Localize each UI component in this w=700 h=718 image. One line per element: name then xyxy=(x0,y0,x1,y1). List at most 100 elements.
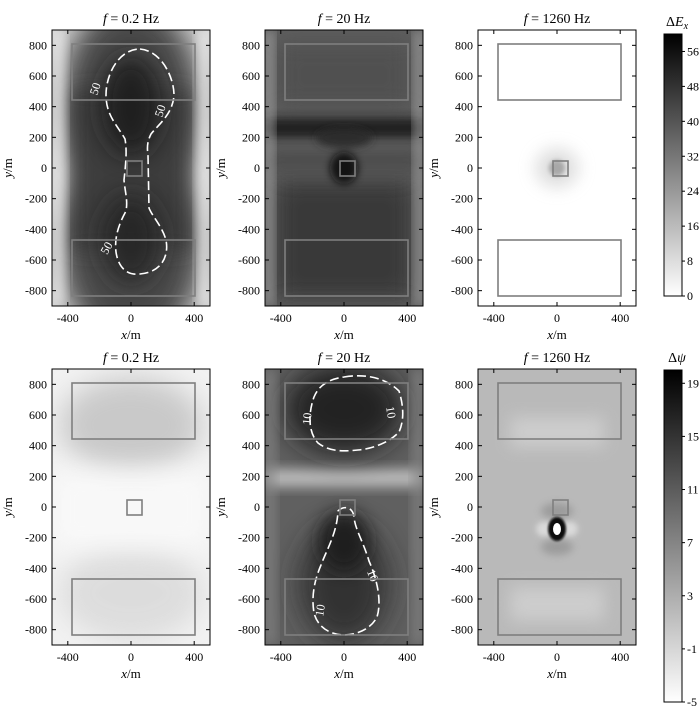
panel-title: f = 1260 Hz xyxy=(524,12,591,27)
x-axis-label: x/m xyxy=(333,666,354,681)
heatmap-shade xyxy=(101,55,161,155)
y-axis-label: y/m xyxy=(426,497,441,519)
y-tick-label: -800 xyxy=(451,623,473,637)
y-tick-label: 0 xyxy=(467,161,473,175)
colorbar-gradient xyxy=(663,369,683,703)
y-tick-label: -600 xyxy=(25,592,47,606)
y-tick-label: 600 xyxy=(242,69,260,83)
y-tick-label: 600 xyxy=(455,408,473,422)
heatmap-shade xyxy=(284,369,404,454)
panel-bottom-left: 800 600 400 200 0 -200 -400 -600 -800 -400 0 400 x/m… xyxy=(0,351,211,681)
colorbar-label: ΔEx xyxy=(666,15,689,32)
y-tick-label: -600 xyxy=(238,592,260,606)
heatmap-shade xyxy=(265,469,423,487)
y-tick-label: 400 xyxy=(242,439,260,453)
body-outline xyxy=(284,43,409,101)
panel-title: f = 1260 Hz xyxy=(524,351,591,366)
x-axis-label: x/m xyxy=(120,666,141,681)
y-tick-label: -400 xyxy=(238,561,260,575)
source-outline xyxy=(552,160,569,177)
contour-label: 10 xyxy=(300,412,315,425)
colorbar-tick-label: -1 xyxy=(687,642,697,656)
x-tick-label: 0 xyxy=(128,650,134,664)
y-tick-label: -600 xyxy=(451,592,473,606)
x-tick-label: -400 xyxy=(483,650,505,664)
contour-line xyxy=(312,506,380,636)
x-tick-label: 400 xyxy=(611,311,629,325)
body-outline xyxy=(497,578,622,636)
y-tick-label: 400 xyxy=(29,100,47,114)
y-tick-label: 200 xyxy=(242,130,260,144)
colorbar-psi: 19 15 11 7 3 -1 -5 Δψ xyxy=(663,351,699,709)
panel-title: f = 20 Hz xyxy=(318,351,371,366)
colorbar-tick-label: 11 xyxy=(687,483,699,497)
heatmap-field xyxy=(265,30,423,306)
y-tick-label: 600 xyxy=(29,69,47,83)
y-tick-label: -200 xyxy=(238,531,260,545)
y-tick-label: 400 xyxy=(455,439,473,453)
y-tick-label: -400 xyxy=(238,222,260,236)
y-axis-label: y/m xyxy=(213,158,228,180)
colorbar-tick-label: 15 xyxy=(687,429,699,443)
colorbar-ex: 56 48 40 32 24 16 8 0 ΔEx xyxy=(663,15,699,303)
panel-top-right: 800 600 400 200 0 -200 -400 -600 -800 -400 0 400 x/m… xyxy=(426,12,637,342)
y-axis-label: y/m xyxy=(0,158,15,180)
heatmap-field xyxy=(52,369,210,645)
y-tick-label: 800 xyxy=(242,38,260,52)
y-tick-label: 400 xyxy=(242,100,260,114)
y-tick-label: 600 xyxy=(242,408,260,422)
panel-bottom-middle: 10 1010108006004002000-200-400-600-800-40… xyxy=(213,351,424,681)
colorbar-tick-label: 48 xyxy=(687,79,699,93)
x-tick-label: 400 xyxy=(185,650,203,664)
x-tick-label: 0 xyxy=(554,650,560,664)
heatmap-shade xyxy=(413,369,423,645)
heatmap-shade xyxy=(316,128,372,148)
colorbar-tick-label: 16 xyxy=(687,219,699,233)
y-tick-label: 200 xyxy=(29,130,47,144)
heatmap-shade xyxy=(59,377,203,473)
panel-title: f = 20 Hz xyxy=(318,12,371,27)
heatmap-shade xyxy=(265,369,275,645)
heatmap-shade xyxy=(198,30,210,306)
body-outline xyxy=(71,43,196,101)
body-outline xyxy=(71,578,196,636)
colorbar-tick-label: 3 xyxy=(687,589,693,603)
y-tick-label: -200 xyxy=(25,192,47,206)
contour-label: 10 xyxy=(383,405,399,419)
y-tick-label: -800 xyxy=(238,623,260,637)
colorbar-label: Δψ xyxy=(668,351,686,366)
y-tick-label: 800 xyxy=(455,377,473,391)
body-outline xyxy=(71,239,196,297)
y-tick-label: 800 xyxy=(29,377,47,391)
panel-bottom-right: 800 600 400 200 0 -200 -400 -600 -800 -400 0 400 x/m… xyxy=(426,351,637,681)
panel-title: f = 0.2 Hz xyxy=(103,12,159,27)
y-tick-label: -800 xyxy=(25,284,47,298)
panel-top-middle: 800 600 400 200 0 -200 -400 -600 -800 -400 0 400 x/m… xyxy=(213,12,424,342)
contour-label: 10 xyxy=(312,603,328,617)
heatmap-shade xyxy=(52,30,64,306)
y-tick-label: -200 xyxy=(451,531,473,545)
y-tick-label: -200 xyxy=(238,192,260,206)
y-tick-label: 200 xyxy=(455,130,473,144)
body-outline xyxy=(497,382,622,440)
y-tick-label: 200 xyxy=(242,469,260,483)
x-axis-label: x/m xyxy=(546,327,567,342)
body-outline xyxy=(497,239,622,297)
y-tick-label: 400 xyxy=(455,100,473,114)
y-tick-label: 200 xyxy=(29,469,47,483)
y-tick-label: -600 xyxy=(25,253,47,267)
body-outline xyxy=(284,239,409,297)
x-tick-label: 0 xyxy=(341,650,347,664)
heatmap-shade xyxy=(549,160,565,176)
x-tick-label: -400 xyxy=(270,311,292,325)
x-tick-label: 0 xyxy=(341,311,347,325)
heatmap-shade xyxy=(59,545,203,641)
y-tick-label: -800 xyxy=(451,284,473,298)
colorbar-tick-label: 7 xyxy=(687,536,693,550)
y-tick-label: 800 xyxy=(242,377,260,391)
x-tick-label: -400 xyxy=(57,650,79,664)
colorbar-tick-label: 56 xyxy=(687,44,699,58)
